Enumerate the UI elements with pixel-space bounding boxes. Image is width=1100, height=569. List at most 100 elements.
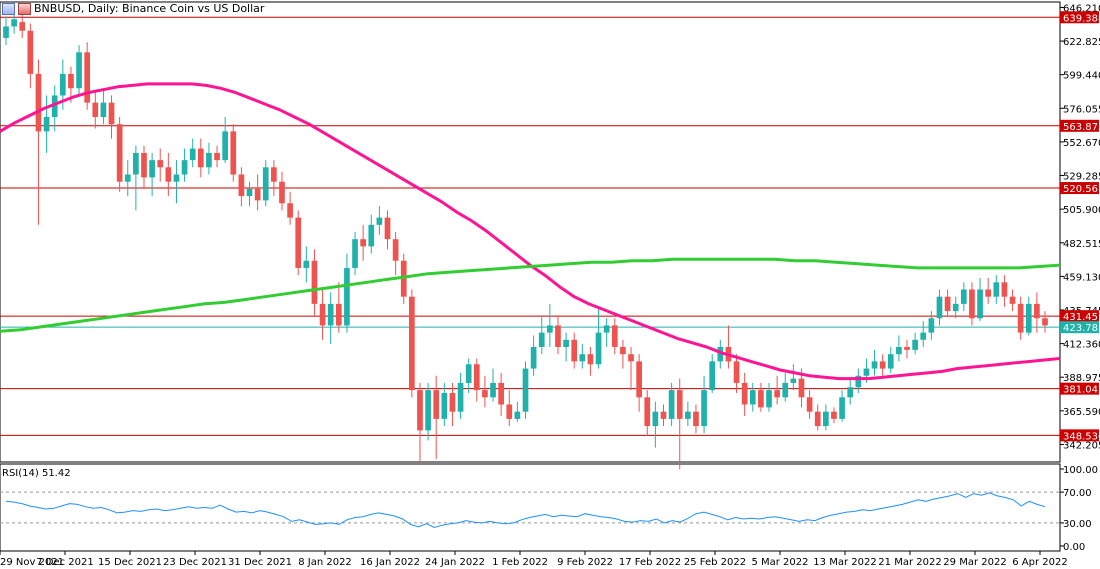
candle-body (985, 289, 992, 297)
candle-body (84, 52, 91, 103)
chart-type-icon (18, 2, 31, 15)
candle-body (1034, 303, 1040, 319)
x-tick-label: 6 Apr 2022 (1012, 557, 1067, 568)
rsi-y-tick-label: 70.00 (1063, 488, 1092, 499)
price-level-label: 639.388 (1063, 13, 1100, 24)
price-level-label: 431.451 (1063, 312, 1100, 323)
candle-body (952, 303, 959, 312)
x-tick-label: 21 Mar 2022 (878, 557, 941, 568)
candle-body (660, 411, 667, 419)
candle-body (157, 160, 164, 168)
price-y-tick-label: 505.900 (1063, 205, 1100, 216)
candle-body (173, 174, 180, 182)
candle-body (522, 368, 529, 412)
candle-body (124, 174, 131, 182)
candle-body (197, 148, 204, 168)
candle-body (579, 354, 586, 362)
x-tick-label: 15 Dec 2021 (98, 557, 162, 568)
candle-body (1017, 303, 1024, 333)
candle-body (409, 296, 415, 391)
candle-body (798, 378, 805, 398)
candle-body (571, 339, 578, 362)
price-level-label: 563.875 (1063, 122, 1100, 133)
candle-body (644, 397, 651, 427)
candle-body (222, 131, 229, 161)
rsi-line (5, 492, 1046, 529)
x-tick-label: 29 Mar 2022 (943, 557, 1006, 568)
candle-body (822, 411, 829, 427)
candle-body (936, 296, 943, 319)
candle-body (133, 152, 139, 175)
candle-body (555, 325, 561, 347)
candle-body (814, 411, 821, 427)
candle-body (246, 188, 253, 197)
candle-body (920, 332, 927, 340)
candle-body (766, 390, 772, 408)
candle-body (790, 378, 797, 383)
candle-body (254, 188, 261, 201)
candle-body (530, 347, 537, 369)
candle-body (43, 117, 50, 132)
rsi-y-tick-label: 30.00 (1063, 519, 1092, 530)
candle-body (758, 390, 764, 408)
candle-body (425, 390, 431, 431)
candle-body (587, 354, 594, 365)
candle-body (92, 102, 99, 117)
candle-body (335, 303, 342, 326)
candle-body (100, 102, 107, 117)
rsi-y-tick-label: 0.00 (1063, 542, 1085, 553)
moving-average-slow-line (0, 257, 1061, 333)
candle-body (896, 347, 902, 355)
candle-body (733, 361, 740, 383)
candle-body (116, 124, 123, 182)
candle-body (538, 332, 545, 347)
candle-body (1042, 318, 1048, 326)
chart-title-bar: BNBUSD, Daily: Binance Coin vs US Dollar (2, 2, 264, 15)
candle-body (19, 22, 26, 31)
candle-body (498, 382, 504, 405)
chart-window-icon (2, 2, 15, 15)
price-level-label: 381.042 (1063, 385, 1100, 396)
candle-body (149, 160, 155, 178)
candle-body (628, 354, 634, 362)
candle-body (51, 95, 58, 117)
price-level-badge (1060, 182, 1099, 195)
candle-body (457, 382, 464, 412)
candle-body (449, 393, 456, 412)
candle-body (27, 30, 34, 74)
candle-body (514, 411, 521, 419)
candle-body (782, 382, 789, 398)
price-y-tick-label: 342.205 (1063, 440, 1100, 451)
candle-body (384, 217, 391, 240)
candle-body (303, 260, 310, 268)
candle-body (620, 347, 626, 355)
x-tick-label: 29 Nov 2021 (0, 557, 64, 568)
candle-body (863, 368, 870, 376)
candle-body (206, 152, 212, 168)
x-tick-label: 17 Feb 2022 (619, 557, 681, 568)
candle-body (741, 382, 748, 405)
price-y-tick-label: 412.360 (1063, 340, 1100, 351)
x-tick-label: 16 Jan 2022 (360, 557, 420, 568)
candle-body (482, 390, 488, 398)
candle-body (165, 167, 172, 182)
candle-body (400, 260, 407, 297)
candle-body (327, 303, 334, 326)
current-price-badge (1060, 321, 1099, 334)
candle-body (360, 239, 366, 247)
price-panel (0, 1, 1061, 463)
candle-body (855, 375, 862, 388)
candle-body (652, 411, 659, 427)
candle-body (993, 282, 1000, 297)
candle-body (230, 131, 237, 175)
candle-body (465, 364, 472, 383)
x-tick-label: 23 Dec 2021 (163, 557, 227, 568)
candle-body (563, 339, 569, 347)
candle-body (417, 390, 423, 431)
x-tick-label: 7 Dec 2021 (36, 557, 94, 568)
x-tick-label: 24 Jan 2022 (425, 557, 485, 568)
candle-body (262, 167, 269, 201)
candle-body (717, 347, 724, 362)
